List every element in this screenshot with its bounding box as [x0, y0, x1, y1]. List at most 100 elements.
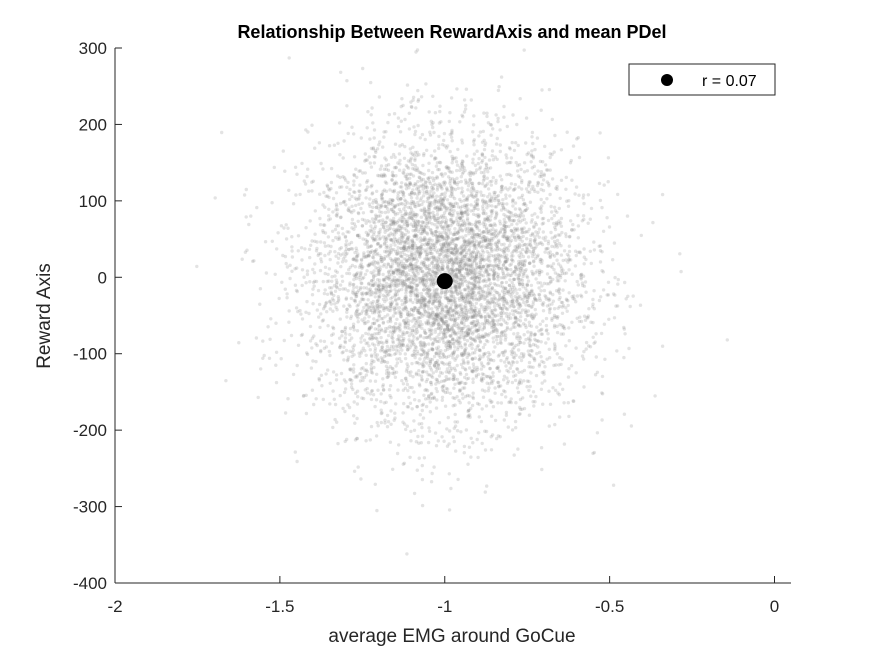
- scatter-point: [593, 373, 598, 377]
- scatter-point: [416, 316, 420, 320]
- scatter-point: [530, 305, 534, 309]
- scatter-point: [384, 158, 388, 162]
- scatter-point: [403, 198, 407, 202]
- scatter-point: [295, 289, 299, 294]
- scatter-point: [298, 192, 302, 197]
- scatter-point: [471, 380, 475, 385]
- scatter-point: [403, 117, 407, 122]
- scatter-point: [426, 287, 430, 291]
- scatter-point: [396, 257, 401, 262]
- scatter-point: [456, 222, 460, 226]
- scatter-point: [388, 324, 392, 329]
- scatter-point: [328, 307, 332, 311]
- scatter-point: [420, 296, 424, 301]
- scatter-point: [369, 424, 374, 429]
- scatter-point: [364, 238, 368, 242]
- scatter-point: [434, 241, 438, 246]
- scatter-point: [466, 376, 471, 380]
- scatter-point: [334, 378, 339, 382]
- scatter-point: [483, 297, 487, 301]
- scatter-point: [405, 253, 409, 258]
- scatter-point: [400, 218, 404, 223]
- scatter-point: [449, 486, 453, 491]
- scatter-point: [423, 304, 427, 308]
- scatter-point: [430, 391, 434, 396]
- scatter-point: [504, 307, 509, 311]
- scatter-point: [398, 275, 402, 279]
- scatter-point: [527, 379, 531, 384]
- scatter-point: [468, 177, 472, 182]
- scatter-point: [379, 164, 384, 168]
- scatter-point: [365, 312, 369, 316]
- scatter-point: [393, 239, 398, 244]
- scatter-point: [465, 196, 469, 200]
- scatter-point: [344, 244, 348, 248]
- scatter-point: [473, 206, 478, 211]
- scatter-point: [449, 239, 453, 243]
- scatter-point: [308, 280, 312, 284]
- scatter-point: [600, 250, 604, 254]
- scatter-point: [311, 267, 315, 272]
- scatter-point: [465, 393, 470, 398]
- scatter-point: [529, 283, 534, 288]
- scatter-point: [463, 350, 467, 354]
- scatter-point: [451, 297, 456, 301]
- scatter-point: [489, 253, 494, 258]
- scatter-point: [447, 270, 452, 275]
- scatter-point: [501, 318, 506, 322]
- scatter-point: [525, 245, 529, 250]
- scatter-point: [450, 260, 454, 264]
- scatter-point: [458, 304, 462, 309]
- scatter-point: [366, 263, 370, 268]
- scatter-point: [534, 373, 539, 378]
- scatter-point: [462, 261, 466, 265]
- scatter-point: [537, 235, 541, 239]
- scatter-point: [408, 147, 412, 151]
- scatter-point: [389, 344, 394, 349]
- scatter-point: [509, 295, 514, 299]
- scatter-point: [504, 357, 509, 361]
- scatter-point: [600, 374, 605, 379]
- scatter-point: [385, 425, 390, 429]
- scatter-point: [512, 356, 517, 360]
- scatter-point: [445, 262, 450, 266]
- scatter-point: [258, 287, 263, 291]
- scatter-point: [526, 190, 530, 194]
- scatter-point: [326, 272, 330, 277]
- scatter-point: [473, 293, 477, 298]
- scatter-point: [404, 291, 408, 295]
- scatter-point: [429, 382, 434, 387]
- scatter-point: [492, 358, 496, 363]
- scatter-point: [381, 272, 385, 277]
- scatter-point: [460, 392, 465, 396]
- scatter-point: [552, 267, 556, 272]
- scatter-point: [520, 262, 524, 267]
- scatter-point: [472, 206, 477, 210]
- scatter-point: [362, 218, 367, 222]
- scatter-point: [623, 332, 627, 336]
- scatter-point: [534, 394, 538, 399]
- scatter-point: [391, 467, 395, 471]
- scatter-point: [426, 291, 430, 295]
- scatter-point: [283, 287, 287, 291]
- scatter-point: [425, 242, 430, 247]
- scatter-point: [471, 259, 475, 263]
- scatter-point: [362, 286, 366, 290]
- scatter-point: [405, 172, 410, 176]
- scatter-point: [430, 238, 434, 243]
- scatter-point: [508, 243, 512, 247]
- scatter-point: [521, 396, 525, 400]
- scatter-point: [310, 189, 314, 193]
- scatter-point: [477, 327, 481, 331]
- scatter-point: [323, 265, 328, 269]
- scatter-point: [376, 388, 380, 392]
- scatter-point: [336, 299, 341, 303]
- scatter-point: [357, 265, 362, 269]
- scatter-point: [341, 175, 345, 179]
- scatter-point: [426, 294, 430, 298]
- scatter-point: [553, 234, 558, 238]
- scatter-point: [434, 382, 438, 386]
- scatter-point: [463, 287, 467, 291]
- scatter-point: [467, 408, 471, 413]
- scatter-point: [433, 266, 437, 270]
